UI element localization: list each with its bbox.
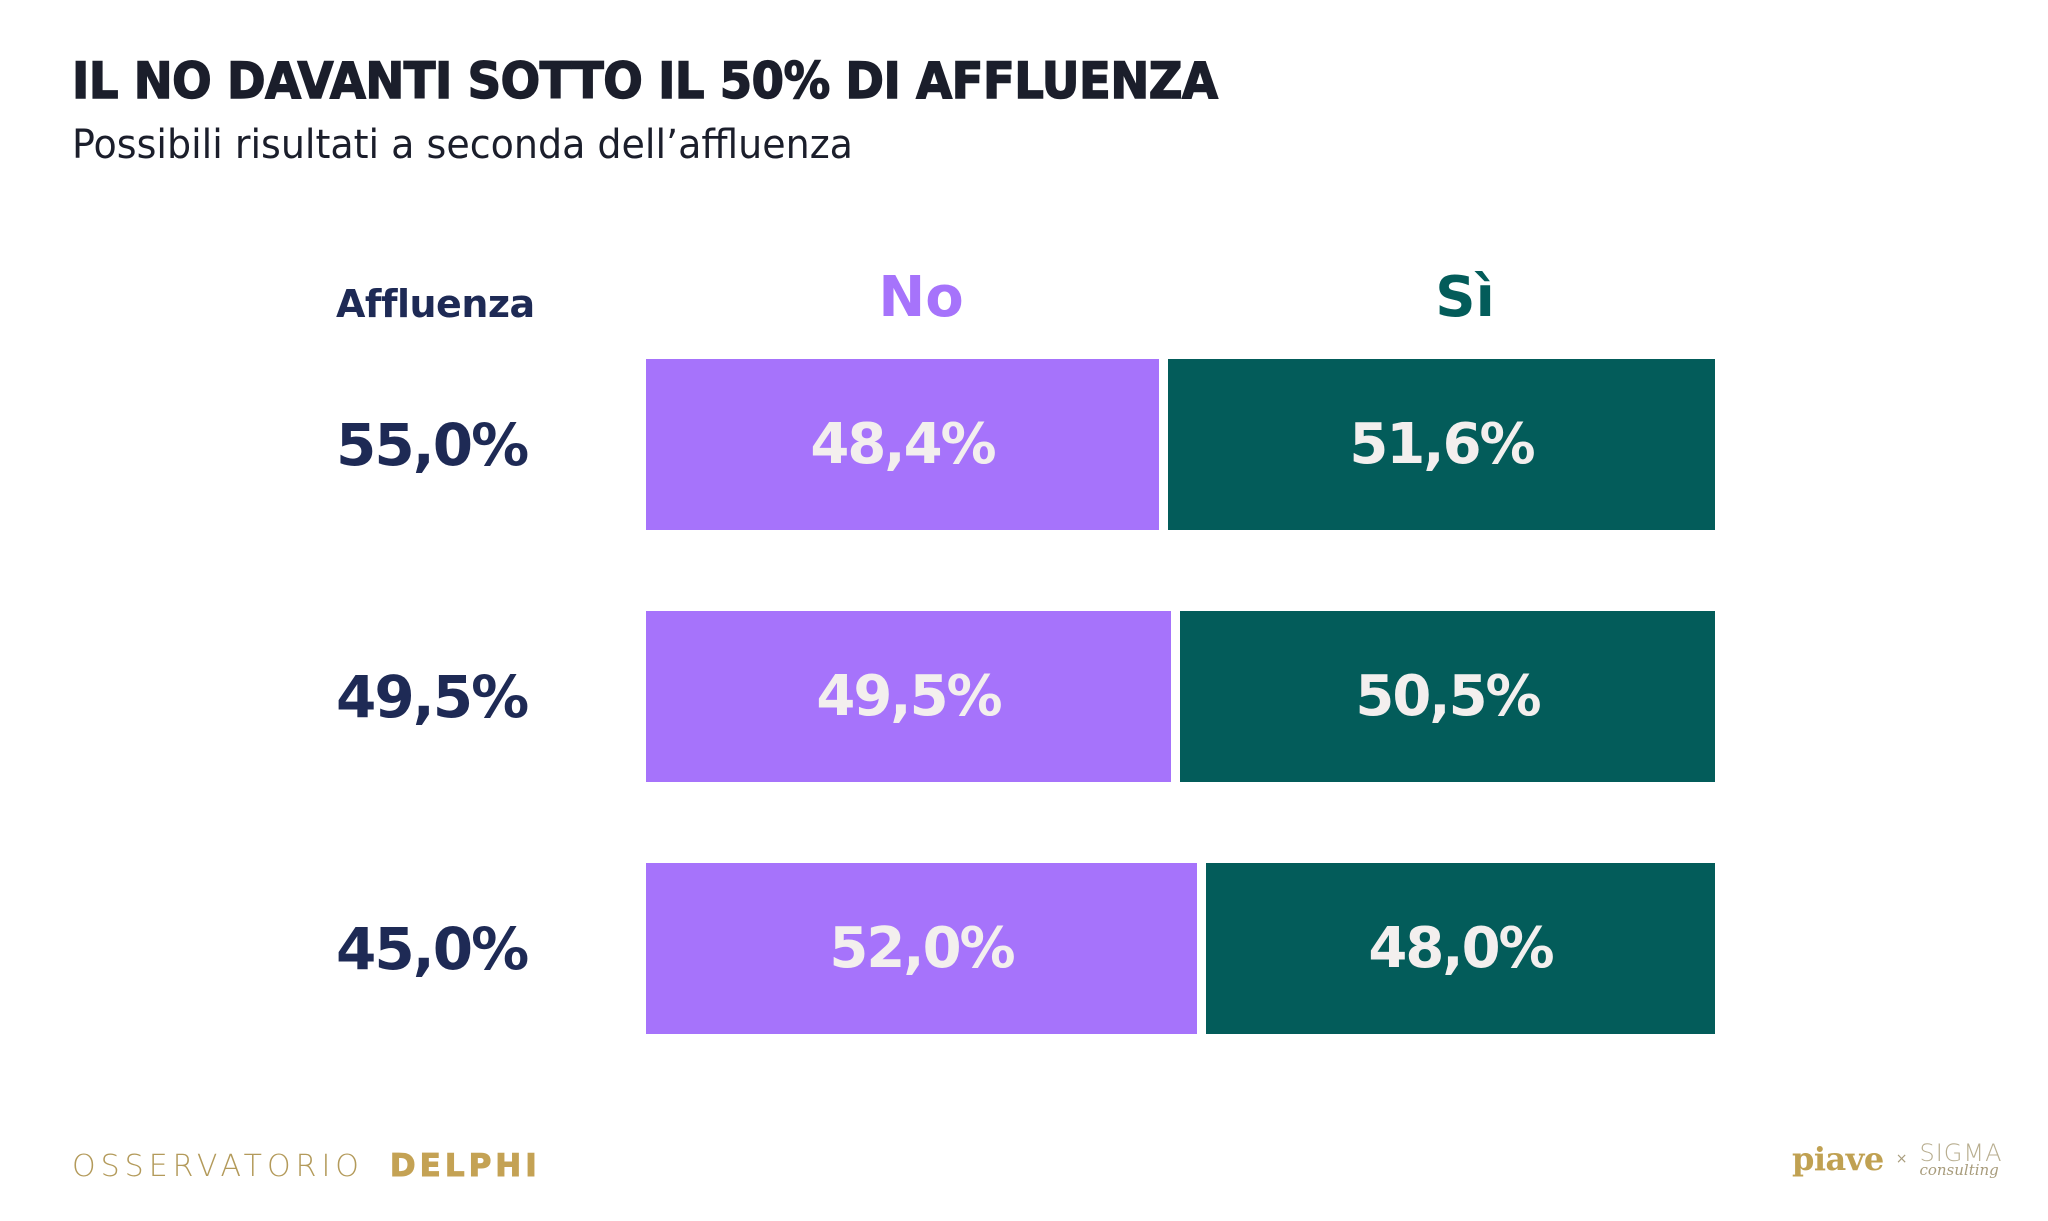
logo-text-delphi: DELPHI xyxy=(389,1148,541,1185)
logo-sigma-consulting: SIGMA consulting xyxy=(1919,1141,2002,1178)
bar-si-value-label: 50,5% xyxy=(1355,664,1541,729)
bar-no: 49,5% xyxy=(646,611,1171,782)
chart-subtitle: Possibili risultati a seconda dell’afflu… xyxy=(72,122,853,168)
footer-logo-piave-sigma: piave × SIGMA consulting xyxy=(1792,1140,2003,1178)
bar-no-value-label: 52,0% xyxy=(829,916,1015,981)
bar-si: 51,6% xyxy=(1168,359,1715,530)
bar-si: 50,5% xyxy=(1180,611,1715,782)
logo-piave: piave xyxy=(1792,1140,1884,1178)
chart-title: IL NO DAVANTI SOTTO IL 50% DI AFFLUENZA xyxy=(71,51,1218,111)
bar-no-value-label: 49,5% xyxy=(816,664,1002,729)
turnout-label: 45,0% xyxy=(336,914,529,983)
legend-si: Sì xyxy=(1435,265,1495,330)
logo-consulting-text: consulting xyxy=(1919,1160,1999,1179)
logo-separator: × xyxy=(1895,1151,1908,1167)
legend-no: No xyxy=(878,265,964,330)
bar-no: 48,4% xyxy=(646,359,1159,530)
turnout-column-header: Affluenza xyxy=(336,282,535,326)
logo-sigma-text: SIGMA xyxy=(1919,1138,2003,1167)
turnout-label: 49,5% xyxy=(336,662,529,731)
bar-no-value-label: 48,4% xyxy=(810,412,996,477)
turnout-label: 55,0% xyxy=(336,410,529,479)
bar-si-value-label: 48,0% xyxy=(1368,916,1554,981)
logo-text-osservatorio: OSSERVATORIO xyxy=(72,1148,364,1184)
bar-si: 48,0% xyxy=(1206,863,1715,1034)
bar-no: 52,0% xyxy=(646,863,1197,1034)
bar-si-value-label: 51,6% xyxy=(1349,412,1535,477)
footer-logo-osservatorio-delphi: OSSERVATORIO DELPHI xyxy=(72,1148,541,1185)
